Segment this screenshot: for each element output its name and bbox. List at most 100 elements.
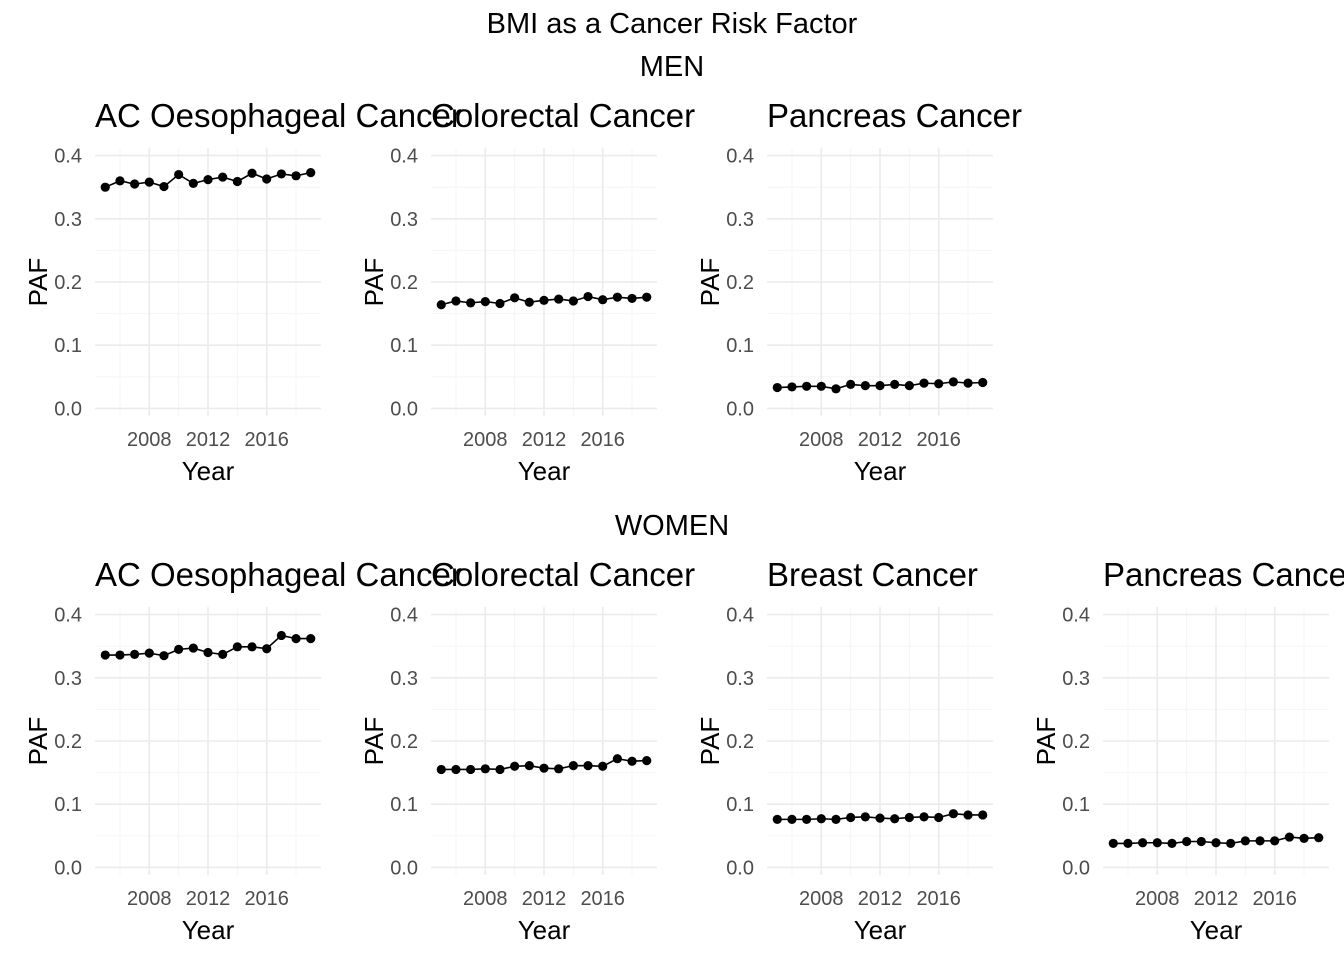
- data-point: [904, 381, 914, 391]
- y-tick-label: 0.0: [726, 398, 754, 420]
- data-point: [919, 378, 929, 388]
- data-point: [159, 181, 169, 192]
- x-tick-label: 2016: [580, 429, 625, 451]
- panel-title: AC Oesophageal Cancer: [95, 556, 462, 593]
- y-tick-label: 0.3: [54, 209, 82, 231]
- data-point: [948, 377, 958, 387]
- y-tick-label: 0.4: [390, 605, 418, 627]
- data-point: [627, 756, 637, 766]
- data-point: [232, 176, 242, 187]
- data-point: [524, 761, 534, 771]
- y-axis-title: PAF: [695, 258, 725, 307]
- data-point: [510, 293, 520, 303]
- panel-women-2: 0.0 0.1 0.2 0.3 0.4 2008 2012 2016 Year PAF Colore…: [359, 556, 695, 945]
- y-tick-label: 0.4: [390, 146, 418, 168]
- y-tick-label: 0.2: [1062, 731, 1090, 753]
- x-tick-label: 2012: [186, 888, 231, 910]
- y-tick-label: 0.1: [726, 794, 754, 816]
- y-tick-label: 0.0: [54, 857, 82, 879]
- data-point: [1284, 832, 1294, 842]
- data-point: [159, 651, 169, 661]
- data-point: [1138, 838, 1148, 848]
- data-point: [1240, 836, 1250, 846]
- data-point: [1108, 838, 1118, 848]
- panel-title: Colorectal Cancer: [431, 556, 695, 593]
- x-tick-label: 2012: [858, 429, 903, 451]
- y-tick-label: 0.3: [390, 668, 418, 690]
- data-point: [1314, 833, 1324, 843]
- data-point: [1196, 836, 1206, 847]
- data-point: [188, 643, 198, 653]
- y-tick-label: 0.2: [726, 272, 754, 294]
- x-tick-label: 2012: [522, 429, 567, 451]
- data-point: [802, 381, 812, 391]
- facet-panels: 0.0 0.1 0.2 0.3 0.4 2008 2012 2016 Year PAF AC Oes…: [23, 97, 1344, 945]
- data-point: [262, 174, 272, 184]
- data-point: [524, 297, 534, 307]
- y-tick-label: 0.0: [390, 398, 418, 420]
- x-tick-label: 2016: [916, 888, 961, 910]
- y-tick-label: 0.4: [726, 146, 754, 168]
- data-point: [978, 377, 988, 388]
- panel-women-3: 0.0 0.1 0.2 0.3 0.4 2008 2012 2016 Year PAF Breast…: [695, 556, 993, 945]
- x-tick-label: 2012: [1194, 888, 1239, 910]
- data-point: [466, 298, 476, 308]
- data-point: [772, 382, 782, 393]
- data-point: [174, 644, 184, 654]
- y-tick-label: 0.0: [54, 398, 82, 420]
- x-axis-title: Year: [854, 456, 907, 486]
- data-point: [787, 382, 797, 392]
- data-point: [583, 761, 593, 771]
- x-axis-title: Year: [182, 456, 235, 486]
- data-point: [130, 649, 140, 660]
- data-point: [598, 295, 608, 305]
- data-point: [232, 642, 242, 652]
- data-point: [627, 293, 637, 304]
- x-tick-label: 2016: [916, 429, 961, 451]
- data-point: [787, 814, 797, 824]
- y-tick-label: 0.3: [54, 668, 82, 690]
- data-point: [1211, 838, 1221, 848]
- y-tick-label: 0.4: [54, 146, 82, 168]
- data-point: [436, 764, 446, 775]
- data-point: [963, 378, 973, 388]
- data-point: [978, 810, 988, 820]
- x-axis-title: Year: [182, 915, 235, 945]
- panel-title: Pancreas Cancer: [767, 97, 1022, 134]
- y-axis-title: PAF: [359, 258, 389, 307]
- data-point: [831, 814, 841, 824]
- data-point: [568, 296, 578, 306]
- y-axis-title: PAF: [23, 258, 53, 307]
- x-axis-title: Year: [518, 456, 571, 486]
- section-label-men: MEN: [640, 51, 704, 83]
- x-tick-label: 2008: [799, 888, 844, 910]
- data-point: [1255, 836, 1265, 846]
- data-point: [816, 814, 826, 824]
- data-point: [144, 177, 154, 187]
- y-axis-title: PAF: [695, 717, 725, 766]
- data-point: [539, 763, 549, 773]
- y-tick-label: 0.4: [54, 605, 82, 627]
- data-point: [802, 814, 812, 824]
- data-point: [436, 300, 446, 310]
- x-tick-label: 2008: [127, 429, 172, 451]
- y-tick-label: 0.2: [390, 272, 418, 294]
- data-point: [554, 294, 564, 304]
- data-point: [480, 296, 490, 307]
- y-axis-title: PAF: [1031, 717, 1061, 766]
- data-point: [860, 381, 870, 391]
- data-point: [919, 812, 929, 822]
- x-tick-label: 2008: [463, 429, 508, 451]
- data-point: [1167, 838, 1177, 848]
- y-tick-label: 0.0: [1062, 857, 1090, 879]
- y-tick-label: 0.0: [726, 857, 754, 879]
- y-tick-label: 0.1: [390, 794, 418, 816]
- data-point: [291, 634, 301, 644]
- panel-title: Breast Cancer: [767, 556, 978, 593]
- x-tick-label: 2012: [186, 429, 231, 451]
- panel-men-3: 0.0 0.1 0.2 0.3 0.4 2008 2012 2016 Year PAF Pancre…: [695, 97, 1022, 486]
- y-tick-label: 0.4: [1062, 605, 1090, 627]
- y-axis-title: PAF: [23, 717, 53, 766]
- figure-title: BMI as a Cancer Risk Factor: [487, 8, 858, 40]
